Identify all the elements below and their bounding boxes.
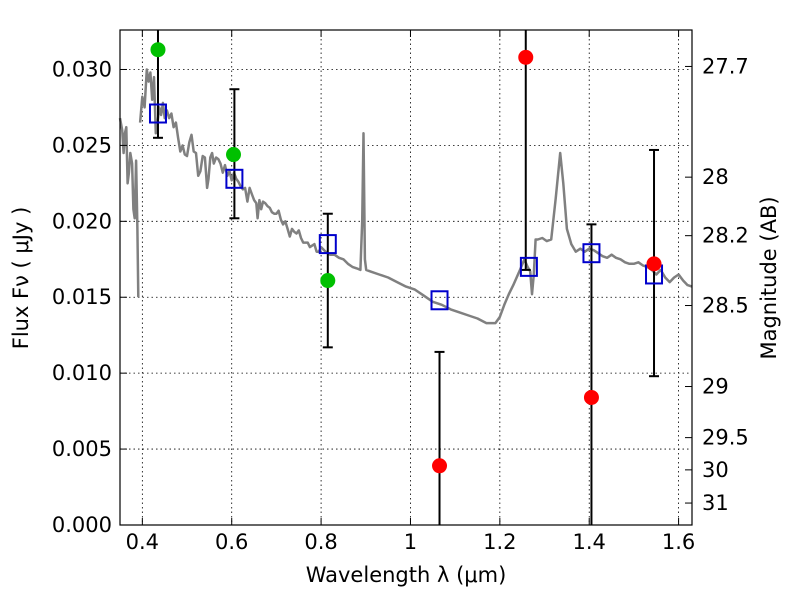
y-tick-label: 0.025 — [52, 133, 112, 157]
y2-tick-label: 29 — [702, 375, 729, 399]
circle-marker — [584, 390, 599, 405]
y-tick-label: 0.000 — [52, 513, 112, 537]
circle-marker — [432, 458, 447, 473]
y-tick-label: 0.005 — [52, 437, 112, 461]
chart: 0.4 0.6 0.8 1 1.2 1.4 1.6 0.000 0.005 0.010 0.015 0… — [0, 0, 800, 600]
y2-tick-label: 28.2 — [702, 224, 749, 248]
circle-marker — [518, 50, 533, 65]
y-tick-label: 0.015 — [52, 285, 112, 309]
y-tick-label: 0.030 — [52, 57, 112, 81]
x-tick-label: 1.4 — [573, 530, 606, 554]
x-tick-label: 1.6 — [662, 530, 695, 554]
x-tick-label: 0.8 — [304, 530, 337, 554]
y2-axis-label: Magnitude (AB) — [757, 196, 781, 359]
circle-marker — [320, 273, 335, 288]
y-tick-label: 0.010 — [52, 361, 112, 385]
x-tick-label: 0.4 — [126, 530, 159, 554]
circle-marker — [150, 42, 165, 57]
x-tick-label: 1 — [404, 530, 417, 554]
x-axis-label: Wavelength λ (μm) — [306, 563, 507, 587]
y2-tick-label: 29.5 — [702, 426, 749, 450]
y-tick-label: 0.020 — [52, 209, 112, 233]
circle-marker — [647, 256, 662, 271]
y2-tick-label: 28 — [702, 165, 729, 189]
y2-tick-label: 27.7 — [702, 54, 749, 78]
x-tick-label: 0.6 — [215, 530, 248, 554]
x-tick-label: 1.2 — [483, 530, 516, 554]
y2-tick-label: 31 — [702, 491, 729, 515]
y2-tick-label: 30 — [702, 458, 729, 482]
y-axis-label: Flux Fν ( μJy ) — [9, 207, 33, 350]
circle-marker — [226, 147, 241, 162]
y2-tick-label: 28.5 — [702, 294, 749, 318]
